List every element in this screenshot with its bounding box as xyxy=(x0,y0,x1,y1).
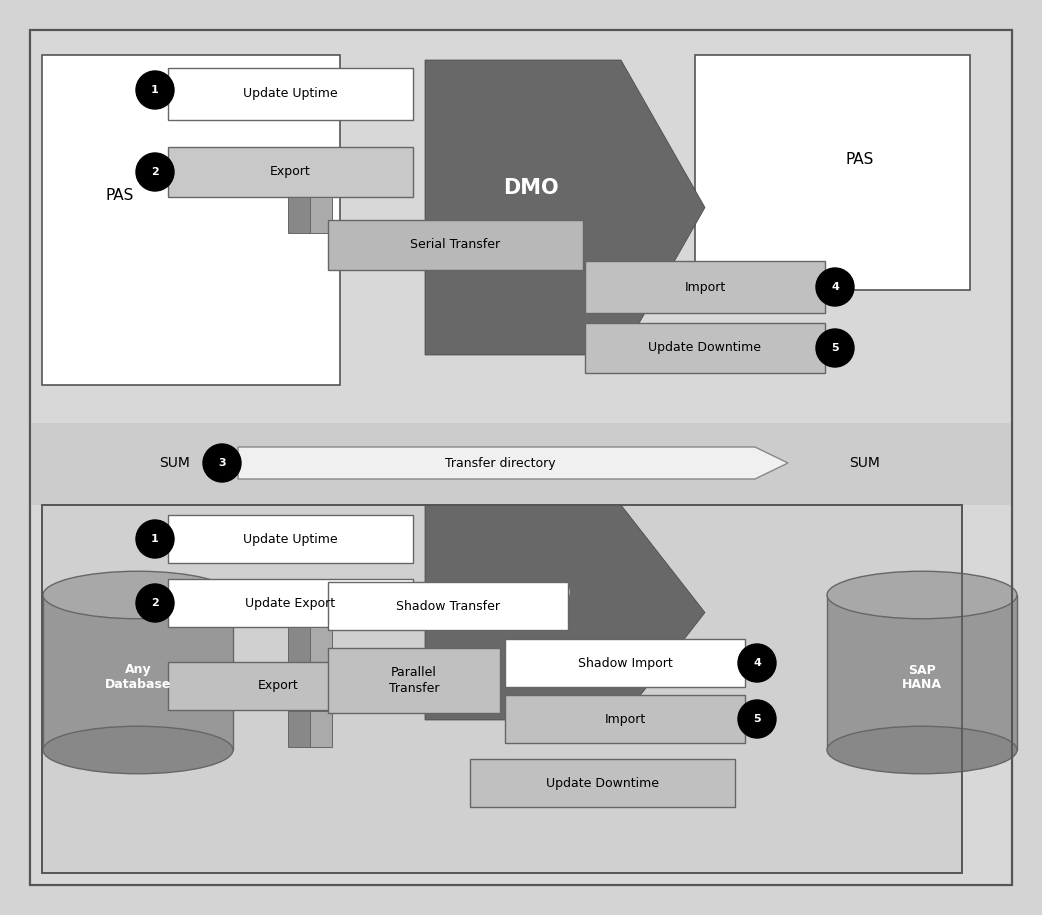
Text: Serial Transfer: Serial Transfer xyxy=(410,239,500,252)
Text: Shadow Transfer: Shadow Transfer xyxy=(396,599,500,612)
Circle shape xyxy=(738,644,776,682)
FancyBboxPatch shape xyxy=(168,515,413,563)
Text: Update Export: Update Export xyxy=(245,597,336,609)
FancyBboxPatch shape xyxy=(505,639,745,687)
FancyBboxPatch shape xyxy=(311,627,332,663)
Circle shape xyxy=(137,520,174,558)
Circle shape xyxy=(816,329,854,367)
Text: Update Uptime: Update Uptime xyxy=(243,533,338,545)
FancyBboxPatch shape xyxy=(43,595,233,750)
Text: Import: Import xyxy=(604,713,646,726)
Text: PAS: PAS xyxy=(846,153,874,167)
Ellipse shape xyxy=(827,571,1017,619)
Text: 1: 1 xyxy=(151,534,158,544)
FancyBboxPatch shape xyxy=(168,68,413,120)
Text: 2: 2 xyxy=(151,167,158,177)
FancyBboxPatch shape xyxy=(42,505,962,873)
Ellipse shape xyxy=(827,727,1017,774)
Text: 3: 3 xyxy=(218,458,226,468)
Text: Update Downtime: Update Downtime xyxy=(546,777,659,790)
Polygon shape xyxy=(425,60,705,355)
Text: 4: 4 xyxy=(753,658,761,668)
Text: 5: 5 xyxy=(832,343,839,353)
FancyBboxPatch shape xyxy=(505,695,745,743)
Text: 5: 5 xyxy=(753,714,761,724)
FancyBboxPatch shape xyxy=(288,711,311,747)
Text: SUM: SUM xyxy=(849,456,880,470)
FancyBboxPatch shape xyxy=(30,30,1012,885)
FancyBboxPatch shape xyxy=(168,579,413,627)
FancyBboxPatch shape xyxy=(30,30,1012,885)
Circle shape xyxy=(137,71,174,109)
Text: Import: Import xyxy=(685,281,725,294)
Text: 2: 2 xyxy=(151,598,158,608)
Text: DMO: DMO xyxy=(515,585,570,605)
FancyBboxPatch shape xyxy=(585,323,825,373)
Polygon shape xyxy=(425,505,705,720)
Text: SAP
HANA: SAP HANA xyxy=(902,663,942,692)
FancyBboxPatch shape xyxy=(311,711,332,747)
Text: Export: Export xyxy=(270,166,311,178)
Text: Update Downtime: Update Downtime xyxy=(648,341,762,354)
Text: Export: Export xyxy=(257,680,298,693)
Text: Update Uptime: Update Uptime xyxy=(243,88,338,101)
FancyBboxPatch shape xyxy=(168,147,413,197)
Circle shape xyxy=(203,444,241,482)
Polygon shape xyxy=(238,447,788,479)
FancyBboxPatch shape xyxy=(328,648,500,713)
Text: PAS: PAS xyxy=(106,188,134,202)
FancyBboxPatch shape xyxy=(30,423,1012,505)
Circle shape xyxy=(738,700,776,738)
Circle shape xyxy=(816,268,854,306)
Text: Parallel
Transfer: Parallel Transfer xyxy=(389,666,440,694)
FancyBboxPatch shape xyxy=(585,261,825,313)
Text: 4: 4 xyxy=(832,282,839,292)
Circle shape xyxy=(137,153,174,191)
FancyBboxPatch shape xyxy=(470,759,735,807)
Ellipse shape xyxy=(43,727,233,774)
FancyBboxPatch shape xyxy=(288,197,311,233)
Text: SUM: SUM xyxy=(159,456,191,470)
FancyBboxPatch shape xyxy=(42,55,340,385)
Text: Any
Database: Any Database xyxy=(105,663,171,692)
FancyBboxPatch shape xyxy=(328,582,568,630)
Text: DMO: DMO xyxy=(503,178,560,198)
Text: 1: 1 xyxy=(151,85,158,95)
FancyBboxPatch shape xyxy=(311,197,332,233)
Text: Transfer directory: Transfer directory xyxy=(445,457,555,469)
Circle shape xyxy=(137,584,174,622)
FancyBboxPatch shape xyxy=(827,595,1017,750)
FancyBboxPatch shape xyxy=(328,220,584,270)
Ellipse shape xyxy=(43,571,233,619)
Text: Shadow Import: Shadow Import xyxy=(577,656,672,670)
FancyBboxPatch shape xyxy=(168,662,388,710)
FancyBboxPatch shape xyxy=(288,627,311,663)
FancyBboxPatch shape xyxy=(695,55,970,290)
